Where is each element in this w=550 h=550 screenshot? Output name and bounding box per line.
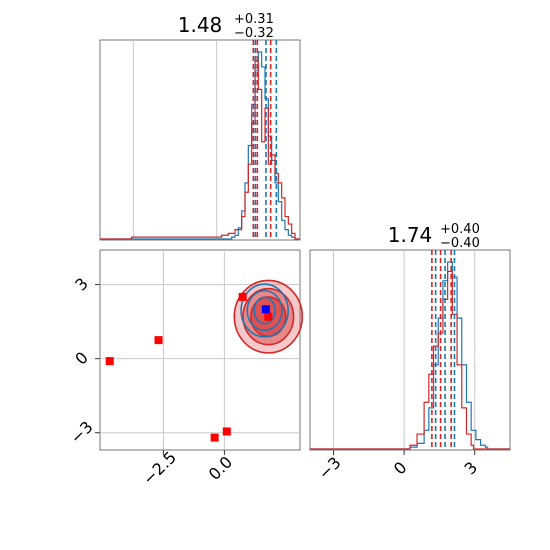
right-hist-xtick-label: −3: [315, 453, 345, 483]
scatter-red-marker: [264, 312, 273, 321]
scatter-frame: [99, 249, 301, 451]
right-hist-xtick-label: 3: [460, 458, 481, 479]
scatter-xtick-label: 0.0: [205, 452, 236, 483]
top-histogram-title: 1.48: [178, 13, 223, 37]
scatter-red-marker: [238, 292, 247, 301]
scatter-contour: [246, 289, 283, 332]
right-hist-series-1: [310, 270, 510, 450]
top-hist-series-1: [100, 60, 300, 240]
scatter-ytick-label: −3: [67, 417, 97, 447]
scatter-ytick-label: 3: [71, 274, 92, 295]
scatter-contour: [253, 296, 276, 325]
scatter-blue-marker: [261, 305, 270, 314]
scatter-red-marker: [210, 433, 219, 442]
top-histogram-panel: 1.48 +0.31 −0.32: [99, 12, 301, 241]
right-histogram-title-plus: +0.40: [440, 222, 480, 237]
right-hist-series-0: [310, 261, 510, 450]
top-histogram-title-minus: −0.32: [234, 26, 274, 41]
top-histogram-frame: [99, 39, 301, 241]
scatter-ytick-label: 0: [71, 348, 92, 369]
right-hist-xtick-label: 0: [390, 458, 411, 479]
right-histogram-title-minus: −0.40: [440, 236, 480, 251]
top-histogram-title-plus: +0.31: [234, 12, 274, 27]
right-histogram-frame: [309, 249, 511, 451]
scatter-xtick-label: −2.5: [139, 448, 180, 489]
scatter-panel: −2.5 0.0 −3 0 3: [67, 249, 304, 489]
scatter-red-marker: [222, 427, 231, 436]
scatter-red-marker: [105, 357, 114, 366]
scatter-contour: [240, 283, 289, 338]
right-histogram-panel: 1.74 +0.40 −0.40 −3 0 3: [309, 222, 511, 483]
right-histogram-title: 1.74: [388, 223, 433, 247]
scatter-red-marker: [154, 336, 163, 345]
